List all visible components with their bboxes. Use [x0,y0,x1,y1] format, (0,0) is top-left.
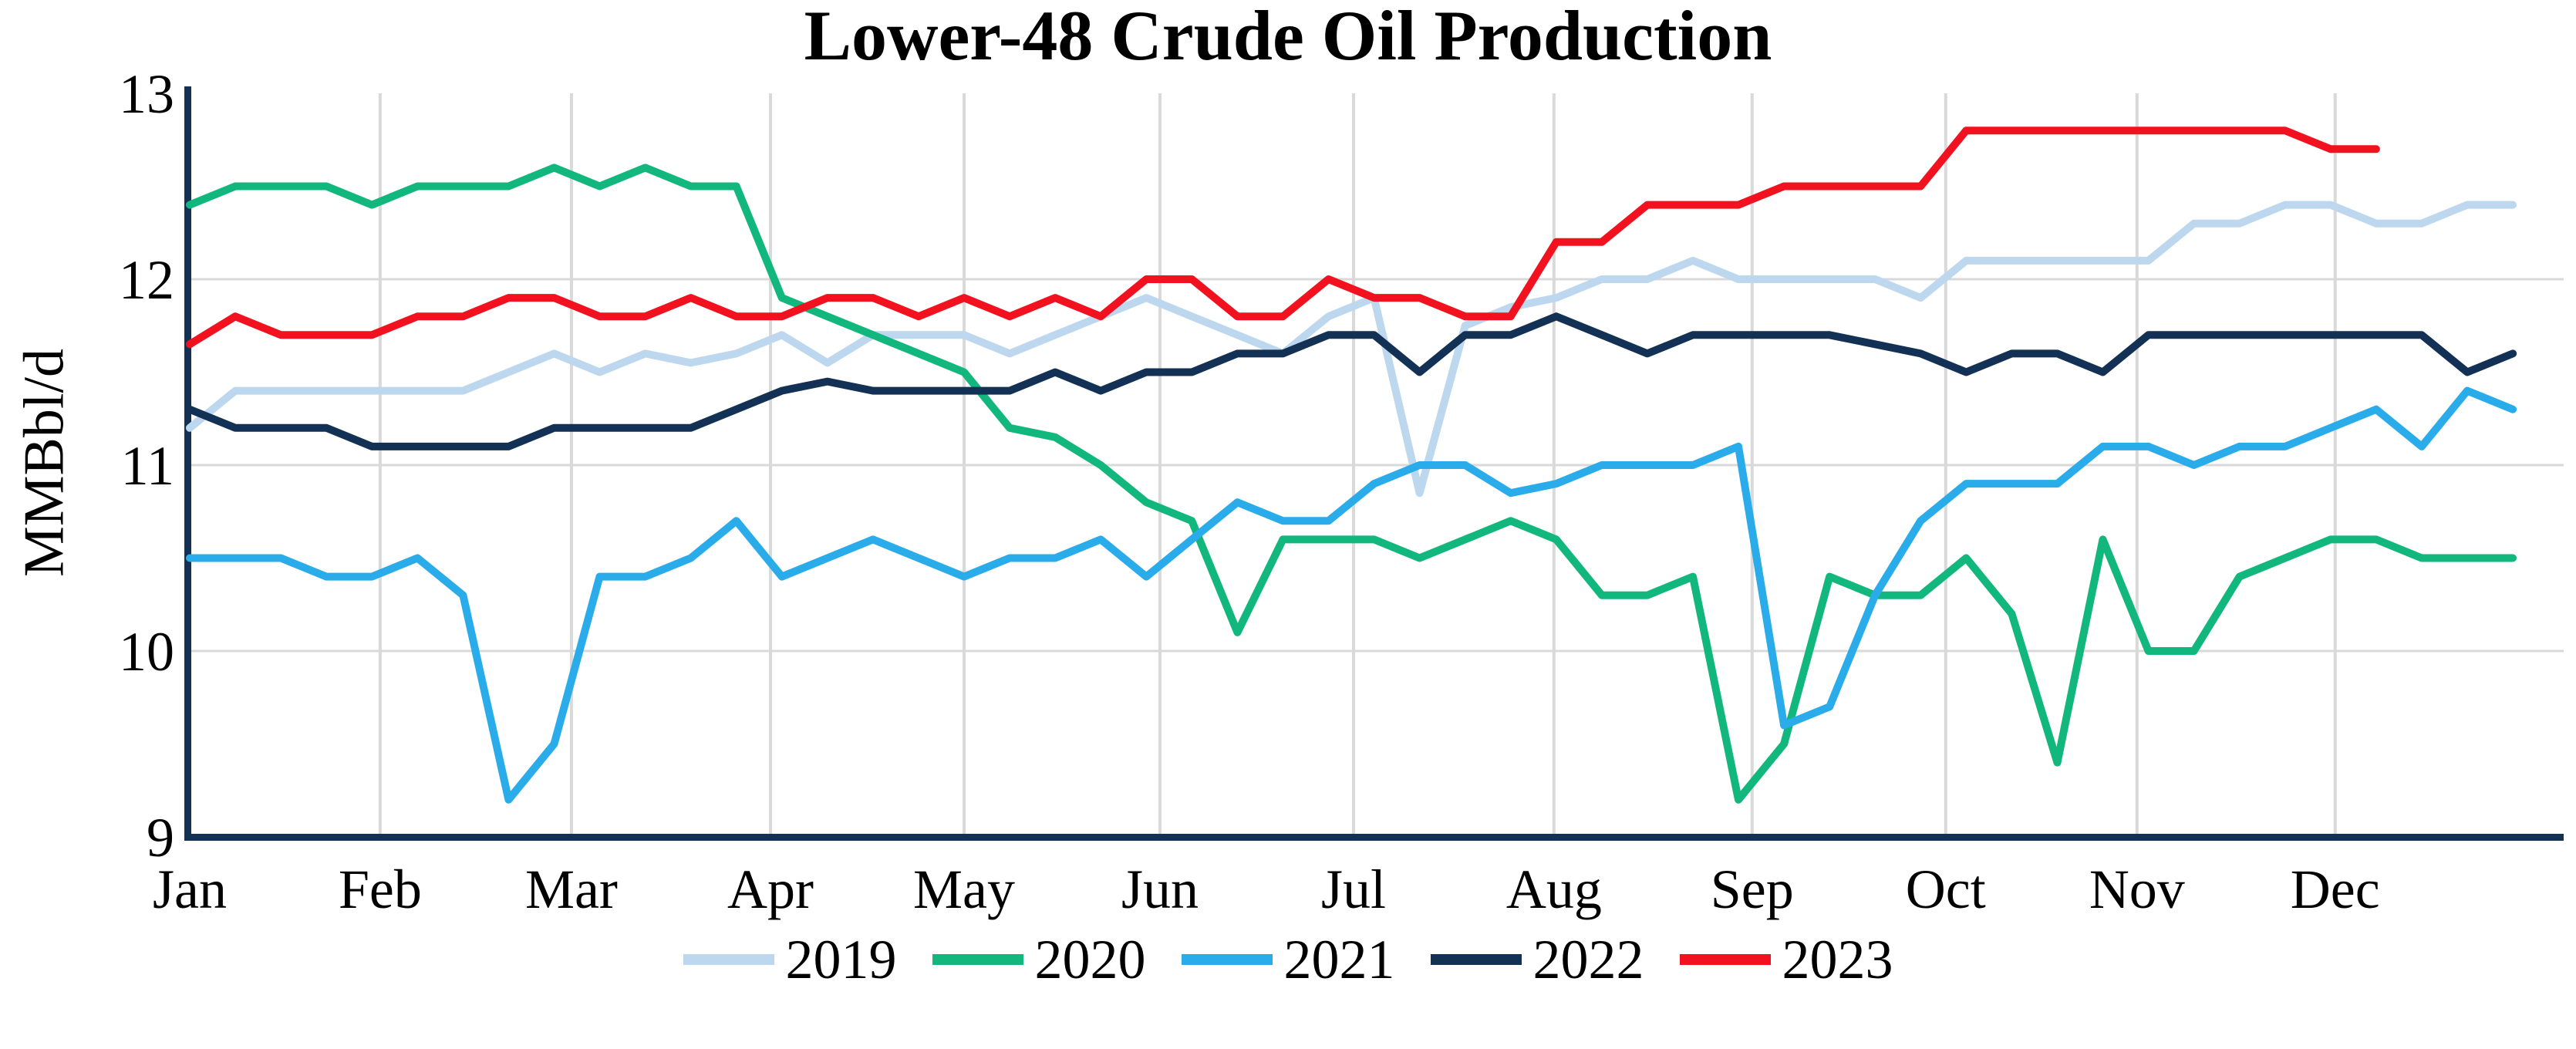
legend-swatch-2019 [683,954,774,965]
y-tick-label-10: 10 [119,621,174,683]
series-line-2020 [186,164,2517,804]
legend-item-2022: 2022 [1430,928,1644,992]
month-label-aug: Aug [1506,858,1602,920]
legend-swatch-2021 [1181,954,1273,965]
chart-title: Lower-48 Crude Oil Production [804,0,1772,75]
month-label-nov: Nov [2089,858,2185,920]
legend-label-2022: 2022 [1532,928,1644,990]
month-label-jul: Jul [1321,858,1386,920]
legend-label-2023: 2023 [1782,928,1893,990]
y-tick-label-13: 13 [119,63,174,125]
series-line-2019 [186,201,2517,498]
legend-swatch-2022 [1430,954,1522,965]
month-label-oct: Oct [1906,858,1986,920]
legend-swatch-2020 [932,954,1023,965]
month-label-jun: Jun [1121,858,1199,920]
series-line-2023 [186,126,2380,349]
legend-item-2023: 2023 [1679,928,1893,992]
legend-swatch-2023 [1679,954,1771,965]
legend-label-2020: 2020 [1034,928,1146,990]
month-label-may: May [913,858,1015,920]
month-label-dec: Dec [2291,858,2380,920]
y-tick-label-12: 12 [119,249,174,311]
y-tick-label-11: 11 [121,435,174,497]
month-label-sep: Sep [1711,858,1794,920]
legend-label-2021: 2021 [1283,928,1395,990]
series-line-2021 [186,386,2517,804]
chart-legend: 2019 2020 2021 2022 2023 [0,924,2576,995]
y-tick-label-9: 9 [147,807,174,869]
month-label-apr: Apr [727,858,814,920]
month-label-feb: Feb [339,858,422,920]
month-label-mar: Mar [525,858,618,920]
legend-item-2019: 2019 [683,928,897,992]
series-line-2022 [186,312,2517,450]
legend-item-2020: 2020 [932,928,1146,992]
legend-item-2021: 2021 [1181,928,1395,992]
legend-label-2019: 2019 [785,928,897,990]
month-label-jan: Jan [153,858,227,920]
